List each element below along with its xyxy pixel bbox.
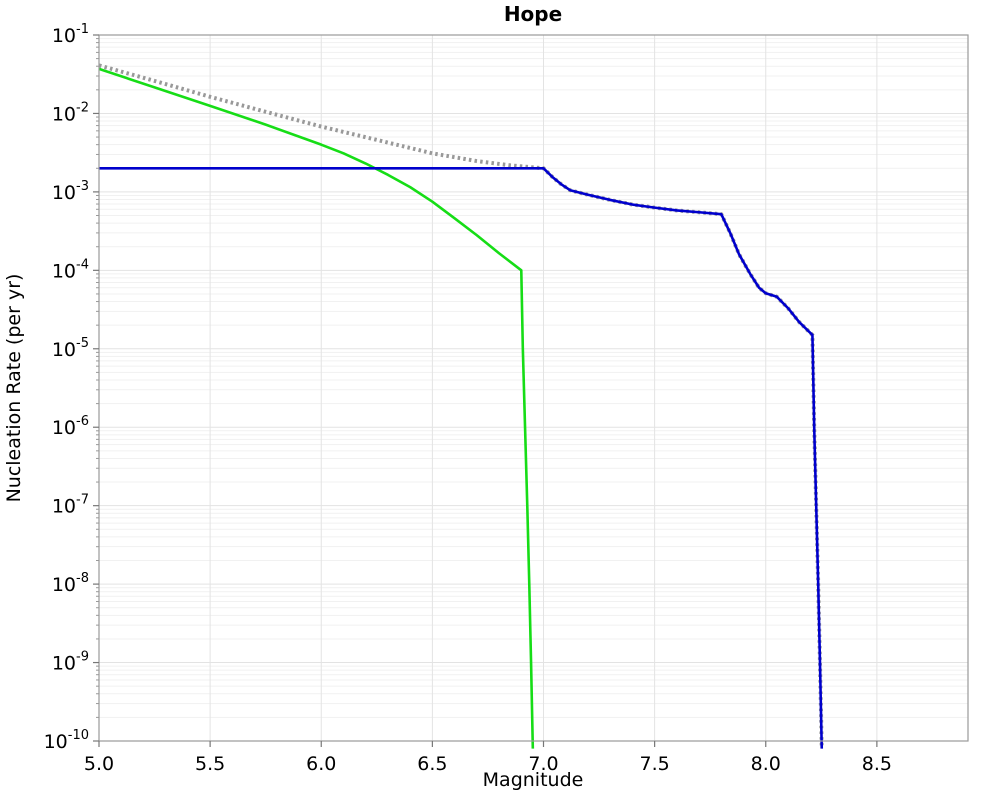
- x-tick-label: 8.0: [751, 753, 781, 775]
- x-tick-label: 7.0: [528, 753, 558, 775]
- x-tick-label: 5.0: [84, 753, 114, 775]
- y-tick-label: 10-10: [44, 728, 89, 753]
- x-tick-label: 6.0: [306, 753, 336, 775]
- chart-title: Hope: [504, 2, 562, 26]
- grid-minor-lines: [99, 38, 968, 718]
- y-tick-label: 10-1: [52, 22, 89, 47]
- x-tick-label: 6.5: [417, 753, 447, 775]
- x-axis-label: Magnitude: [483, 769, 584, 791]
- y-tick-label: 10-5: [52, 336, 89, 361]
- plot-border: [98, 34, 969, 742]
- series-green-solid-curve: [98, 67, 535, 749]
- grid-major-lines: [99, 35, 968, 741]
- x-tick-label: 7.5: [640, 753, 670, 775]
- x-tick-label: 8.5: [862, 753, 892, 775]
- x-tick-label: 5.5: [195, 753, 225, 775]
- axis-ticks: 5.0 5.5 6.0 6.5 7.0 7.5 8.0 8.5 10-1 10-2 10-3 10-4…: [44, 22, 892, 775]
- y-tick-label: 10-8: [52, 571, 89, 596]
- series-lines: [98, 63, 824, 749]
- y-axis-label: Nucleation Rate (per yr): [3, 274, 25, 503]
- y-tick-label: 10-7: [52, 493, 89, 518]
- y-tick-label: 10-4: [52, 257, 89, 282]
- series-blue-solid-curve: [99, 166, 824, 749]
- y-tick-label: 10-3: [52, 179, 89, 204]
- y-tick-label: 10-6: [52, 414, 89, 439]
- y-tick-label: 10-2: [52, 100, 89, 125]
- y-tick-label: 10-9: [52, 650, 89, 675]
